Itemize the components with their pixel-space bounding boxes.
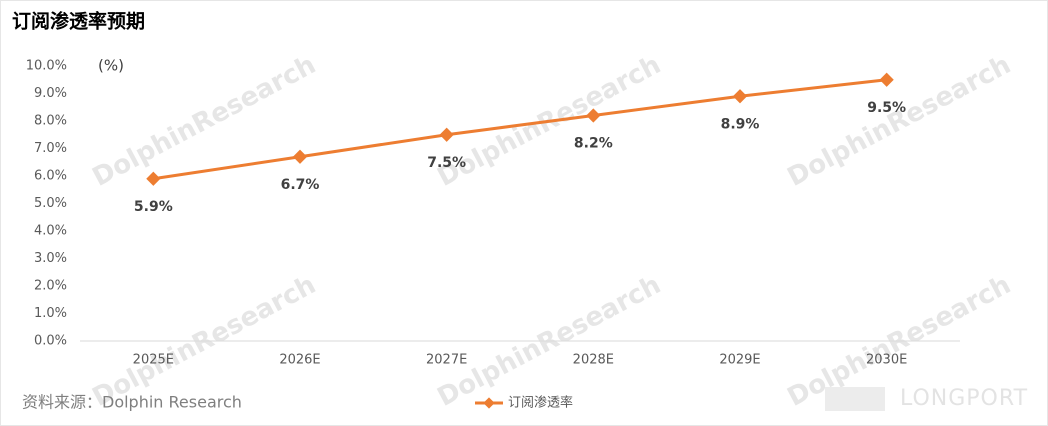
y-tick-label: 4.0%	[34, 224, 67, 239]
unit-label: (%)	[98, 57, 124, 75]
data-label: 8.9%	[721, 116, 760, 132]
y-tick-label: 3.0%	[34, 251, 67, 266]
point	[732, 89, 748, 104]
y-tick-label: 8.0%	[34, 114, 67, 129]
point	[292, 149, 308, 164]
data-label: 7.5%	[427, 155, 466, 171]
x-tick-label: 2027E	[426, 353, 467, 368]
y-tick-label: 6.0%	[34, 169, 67, 184]
x-tick-label: 2028E	[573, 353, 614, 368]
logo: LONGPORT	[900, 386, 1028, 411]
y-tick-label: 0.0%	[34, 334, 67, 349]
legend-label: 订阅渗透率	[508, 395, 573, 411]
data-label: 6.7%	[281, 177, 320, 193]
point	[586, 108, 601, 123]
y-tick-label: 7.0%	[34, 141, 67, 156]
x-tick-label: 2025E	[133, 353, 174, 368]
x-tick-label: 2029E	[719, 353, 760, 368]
y-tick-label: 5.0%	[34, 196, 67, 211]
source: 资料来源：Dolphin Research	[22, 393, 242, 412]
legend-marker	[483, 397, 495, 409]
y-tick-label: 10.0%	[26, 59, 67, 74]
series-line	[153, 78, 887, 181]
x-tick-label: 2026E	[279, 353, 320, 368]
data-label: 9.5%	[867, 100, 906, 116]
point	[146, 171, 161, 186]
logo-mark	[825, 387, 885, 411]
y-tick-label: 1.0%	[34, 306, 67, 321]
data-label: 8.2%	[574, 136, 613, 152]
data-label: 5.9%	[134, 199, 173, 215]
x-tick-label: 2030E	[866, 353, 907, 368]
chart-title: 订阅渗透率预期	[12, 10, 145, 33]
point	[879, 72, 894, 87]
y-tick-label: 9.0%	[34, 86, 67, 101]
point	[439, 127, 454, 142]
y-tick-label: 2.0%	[34, 279, 67, 294]
